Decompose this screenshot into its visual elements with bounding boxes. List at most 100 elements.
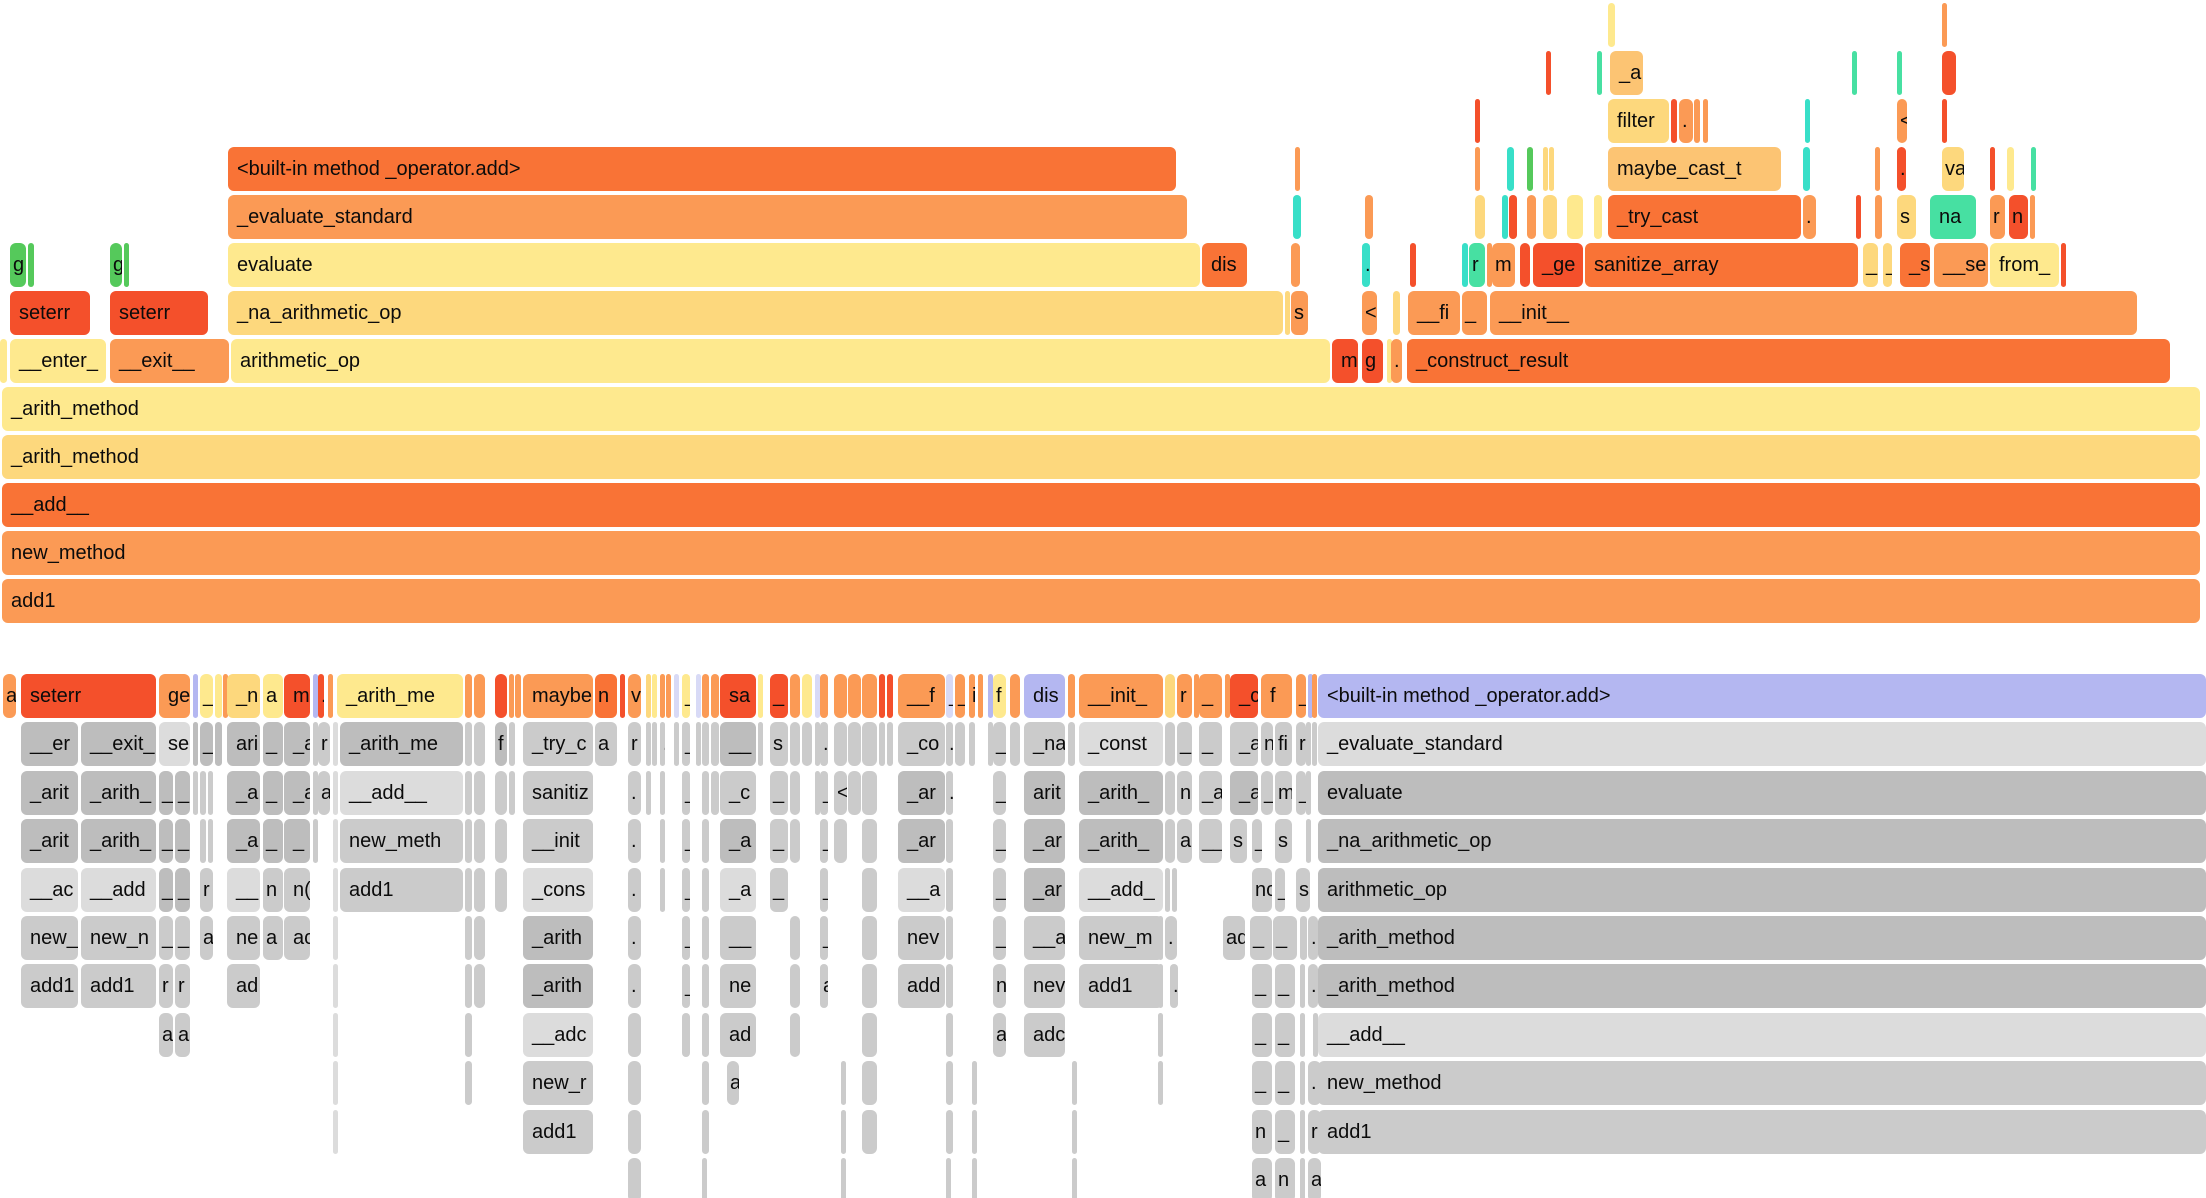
sandwich-frame-frame[interactable] [696, 674, 701, 718]
sandwich-frame-_[interactable]: _ [175, 771, 190, 815]
sandwich-frame-frame[interactable] [200, 819, 206, 863]
flame-frame-__fi[interactable]: __fi [1408, 291, 1460, 335]
sandwich-frame-frame[interactable] [474, 819, 485, 863]
sandwich-frame-n[interactable]: n( [284, 868, 310, 912]
sandwich-frame-__f[interactable]: __f [898, 674, 945, 718]
sandwich-frame-_cons[interactable]: _cons [523, 868, 593, 912]
sandwich-frame-frame[interactable] [862, 916, 877, 960]
sandwich-frame-frame[interactable] [465, 819, 472, 863]
sandwich-frame-[interactable]: . [1165, 916, 1177, 960]
flame-frame-_arith_method[interactable]: _arith_method [2, 387, 2200, 431]
sandwich-frame-frame[interactable] [790, 819, 800, 863]
sandwich-frame-_[interactable]: _ [682, 722, 690, 766]
sandwich-frame-_[interactable]: _ [1252, 1061, 1272, 1105]
sandwich-frame-frame[interactable] [841, 1061, 846, 1105]
sandwich-frame-_[interactable]: _ [993, 916, 1006, 960]
flame-frame-frame[interactable] [1285, 291, 1290, 335]
sandwich-frame-frame[interactable] [465, 722, 472, 766]
sandwich-frame-frame[interactable] [628, 1013, 641, 1057]
sandwich-frame-_[interactable]: _ [1199, 674, 1222, 718]
sandwich-frame-a[interactable]: a [1177, 819, 1192, 863]
sandwich-frame-i[interactable]: i [969, 674, 975, 718]
sandwich-frame-_a[interactable]: _a [720, 819, 756, 863]
flame-frame-[interactable]: < [1362, 291, 1377, 335]
sandwich-frame-_c[interactable]: _c [720, 771, 756, 815]
sandwich-frame-frame[interactable] [702, 819, 709, 863]
sandwich-frame-frame[interactable] [946, 1013, 953, 1057]
flame-frame-arithmetic_op[interactable]: arithmetic_op [231, 339, 1330, 383]
sandwich-frame-frame[interactable] [946, 964, 953, 1008]
sandwich-frame-frame[interactable] [790, 722, 800, 766]
sandwich-frame-frame[interactable] [208, 819, 213, 863]
flame-frame-frame[interactable] [1543, 195, 1557, 239]
sandwich-frame-frame[interactable] [660, 674, 665, 718]
sandwich-frame-_arith_[interactable]: _arith_ [1079, 819, 1163, 863]
sandwich-frame-_[interactable]: _ [1252, 1013, 1272, 1057]
sandwich-frame-frame[interactable] [946, 1158, 951, 1198]
flame-frame-_arith_method[interactable]: _arith_method [2, 435, 2200, 479]
sandwich-frame-_a[interactable]: _a [227, 819, 260, 863]
sandwich-frame-frame[interactable] [790, 964, 800, 1008]
flame-frame-frame[interactable] [1703, 99, 1708, 143]
sandwich-frame-frame[interactable] [702, 771, 709, 815]
flame-frame-frame[interactable] [1594, 195, 1602, 239]
flame-frame-add1[interactable]: add1 [2, 579, 2200, 623]
flame-frame-frame[interactable] [1805, 99, 1810, 143]
sandwich-frame-frame[interactable] [328, 674, 333, 718]
sandwich-frame-_[interactable]: _ [1273, 916, 1297, 960]
sandwich-frame-ac[interactable]: ac [284, 916, 310, 960]
sandwich-frame-frame[interactable] [223, 674, 228, 718]
flame-frame-frame[interactable] [1694, 99, 1700, 143]
sandwich-frame-_[interactable]: _ [946, 674, 953, 718]
sandwich-frame-_[interactable]: _ [175, 916, 190, 960]
sandwich-frame-frame[interactable] [465, 964, 472, 1008]
flame-frame-frame[interactable] [1875, 195, 1882, 239]
sandwich-frame-frame[interactable] [1072, 1110, 1077, 1154]
flame-frame-frame[interactable] [1875, 147, 1880, 191]
sandwich-frame-__add__[interactable]: __add__ [1318, 1013, 2206, 1057]
sandwich-frame-a[interactable]: a [1252, 1158, 1272, 1198]
sandwich-frame-frame[interactable] [495, 674, 507, 718]
sandwich-frame-add1[interactable]: add1 [1318, 1110, 2206, 1154]
sandwich-frame-_[interactable]: _ [682, 868, 690, 912]
sandwich-frame-_[interactable]: _ [1296, 771, 1306, 815]
sandwich-frame-frame[interactable] [848, 722, 861, 766]
flame-frame-frame[interactable] [1546, 51, 1551, 95]
sandwich-frame-v[interactable]: v [628, 674, 641, 718]
sandwich-frame-frame[interactable] [972, 1158, 977, 1198]
sandwich-frame-frame[interactable] [515, 674, 521, 718]
sandwich-frame-sanitiz[interactable]: sanitiz [523, 771, 593, 815]
flame-frame-builtinmethod_operatoradd[interactable]: <built-in method _operator.add> [228, 147, 1176, 191]
sandwich-frame-frame[interactable] [474, 674, 485, 718]
sandwich-frame-__exit_[interactable]: __exit_ [81, 722, 156, 766]
sandwich-frame-_co[interactable]: _co [898, 722, 945, 766]
sandwich-frame-[interactable]: . [660, 722, 665, 766]
sandwich-frame-maybe[interactable]: maybe [523, 674, 593, 718]
sandwich-frame-frame[interactable] [711, 722, 719, 766]
flame-frame-m[interactable]: m [1492, 243, 1515, 287]
flame-frame-g[interactable]: g [1362, 339, 1383, 383]
sandwich-frame-r[interactable]: r [1296, 722, 1306, 766]
sandwich-frame-_[interactable]: _ [993, 771, 1006, 815]
sandwich-frame-frame[interactable] [465, 916, 472, 960]
sandwich-frame-builtinmethod_operatoradd[interactable]: <built-in method _operator.add> [1318, 674, 2206, 718]
sandwich-frame-frame[interactable] [702, 1013, 709, 1057]
sandwich-frame-_arith_method[interactable]: _arith_method [1318, 964, 2206, 1008]
flame-frame-[interactable]: . [1362, 243, 1370, 287]
sandwich-frame-frame[interactable] [758, 674, 763, 718]
sandwich-frame-_[interactable]: _ [263, 771, 283, 815]
sandwich-frame-frame[interactable] [628, 1158, 641, 1198]
sandwich-frame-add1[interactable]: add1 [523, 1110, 593, 1154]
sandwich-frame-nev[interactable]: nev [898, 916, 945, 960]
flame-frame-[interactable]: . [1897, 147, 1906, 191]
sandwich-frame-frame[interactable] [1312, 722, 1317, 766]
sandwich-frame-_[interactable]: _ [159, 868, 173, 912]
sandwich-frame-frame[interactable] [1158, 1013, 1163, 1057]
flame-frame-frame[interactable] [1365, 195, 1373, 239]
sandwich-frame-frame[interactable] [1300, 1061, 1305, 1105]
flame-frame-__init__[interactable]: __init__ [1490, 291, 2137, 335]
sandwich-frame-_[interactable]: _ [770, 819, 788, 863]
sandwich-frame-__add__[interactable]: __add__ [340, 771, 463, 815]
flame-frame-__exit__[interactable]: __exit__ [110, 339, 229, 383]
sandwich-frame-frame[interactable] [1313, 1013, 1318, 1057]
